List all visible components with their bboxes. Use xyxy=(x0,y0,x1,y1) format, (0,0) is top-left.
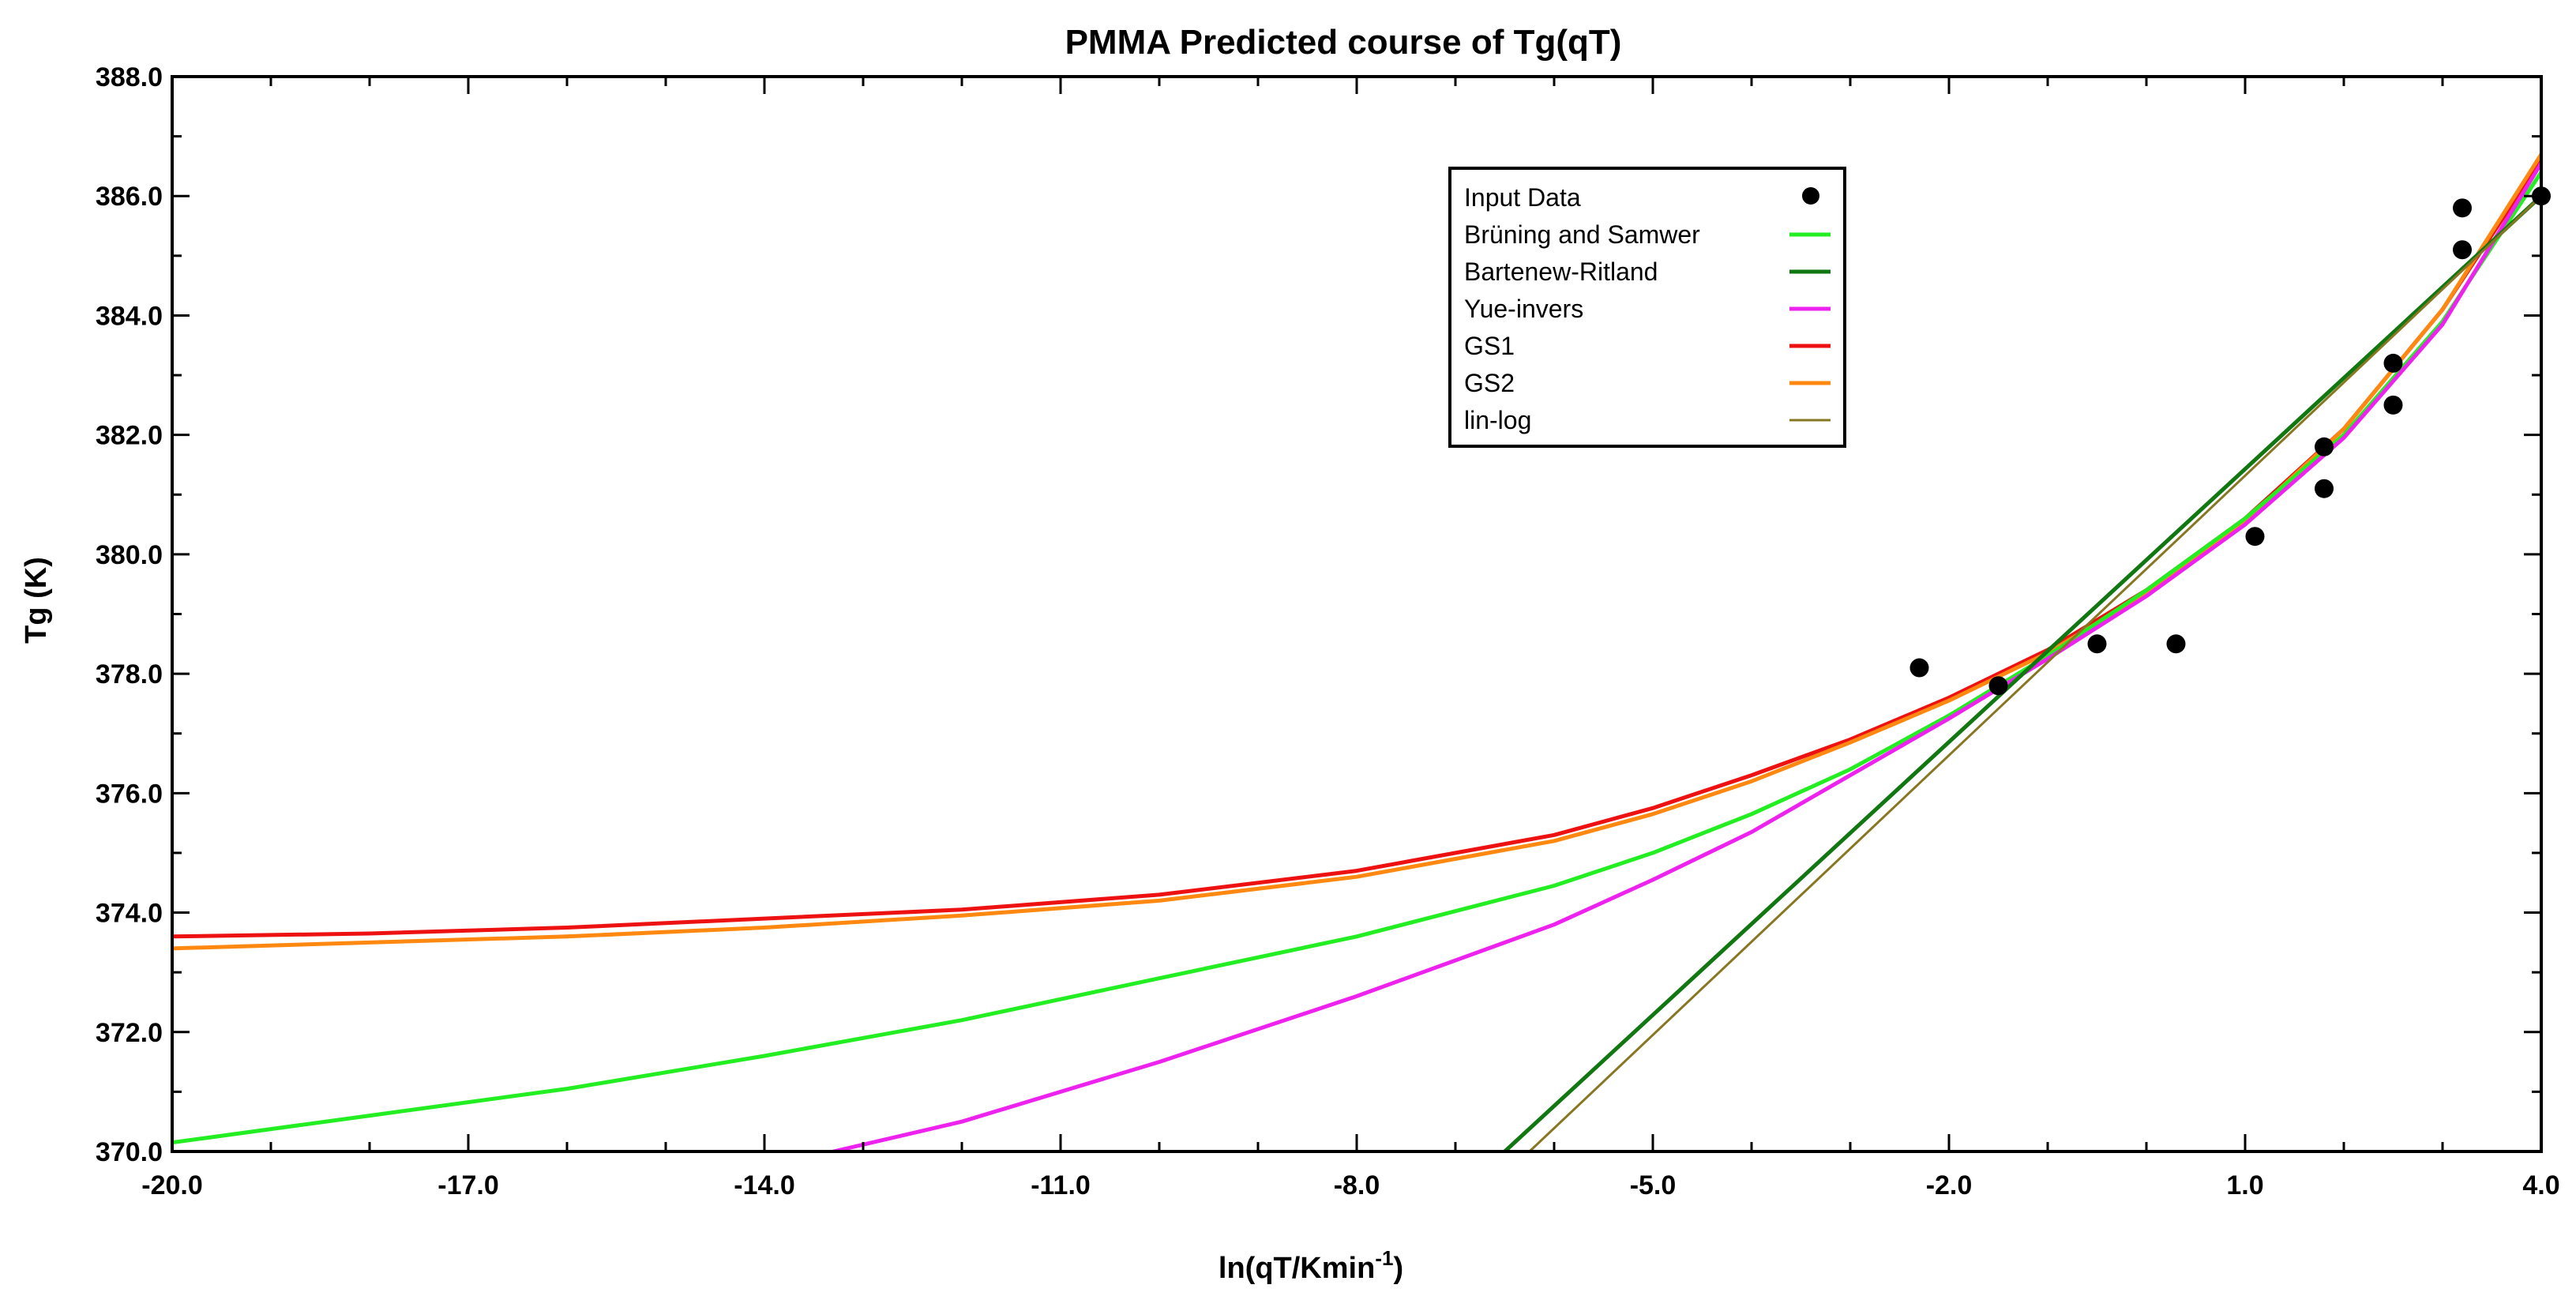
data-point xyxy=(2315,479,2334,498)
y-tick-label: 372.0 xyxy=(96,1018,163,1048)
input-data-points xyxy=(1909,186,2551,696)
x-tick-label: 1.0 xyxy=(2226,1170,2263,1200)
x-tick-label: -14.0 xyxy=(734,1170,795,1200)
y-tick-label: 384.0 xyxy=(96,301,163,331)
series-line-gs1 xyxy=(172,158,2541,939)
legend-label-gs1: GS1 xyxy=(1464,332,1515,360)
x-tick-label: -17.0 xyxy=(437,1170,499,1200)
legend-label-input-data: Input Data xyxy=(1464,183,1581,212)
y-tick-label: 388.0 xyxy=(96,62,163,92)
data-point xyxy=(2383,395,2403,415)
x-tick-label: -20.0 xyxy=(141,1170,203,1200)
legend: Input Data Brüning and Samwer Bartenew-Rit… xyxy=(1448,167,1846,448)
legend-swatch-input-data xyxy=(1802,187,1819,205)
data-point xyxy=(2245,527,2265,547)
y-tick-label: 386.0 xyxy=(96,182,163,212)
x-axis-label-main: ln(qT/Kmin xyxy=(1219,1252,1375,1285)
chart-title: PMMA Predicted course of Tg(qT) xyxy=(1065,23,1622,62)
legend-box xyxy=(1448,167,1846,448)
data-point xyxy=(1988,676,2008,696)
series-line-bartenew-ritland xyxy=(1503,193,2541,1151)
x-axis-label: ln(qT/Kmin-1) xyxy=(1219,1246,1403,1285)
x-tick-label: -8.0 xyxy=(1334,1170,1380,1200)
x-axis-label-superscript: -1 xyxy=(1375,1246,1393,1270)
y-tick-label: 370.0 xyxy=(96,1137,163,1167)
x-tick-label: -11.0 xyxy=(1031,1170,1091,1200)
x-tick-label: 4.0 xyxy=(2522,1170,2559,1200)
y-tick-label: 380.0 xyxy=(96,540,163,570)
series-line-gs2 xyxy=(172,152,2541,951)
y-tick-label: 376.0 xyxy=(96,779,163,809)
legend-label-bartenew-ritland: Bartenew-Ritland xyxy=(1464,257,1658,286)
data-point xyxy=(1909,658,1929,678)
x-tick-label: -2.0 xyxy=(1926,1170,1973,1200)
series-line-br-ning-and-samwer xyxy=(172,170,2541,1145)
data-point xyxy=(2087,634,2107,654)
data-point xyxy=(2315,437,2334,456)
y-tick-label: 378.0 xyxy=(96,659,163,689)
legend-label-br-ning-and-samwer: Brüning and Samwer xyxy=(1464,220,1700,249)
plot-frame xyxy=(171,75,2543,1153)
data-point xyxy=(2453,240,2472,260)
axes: -20.0 -17.0 -14.0 -11.0 -8.0 -5.0 -2.0 1.0 4.0 37… xyxy=(96,62,2560,1200)
series-line-yue-invers xyxy=(832,161,2541,1151)
data-point xyxy=(2166,634,2186,654)
plot-area xyxy=(172,152,2551,1151)
series-lines xyxy=(172,152,2541,1151)
data-point xyxy=(2383,353,2403,373)
y-tick-label: 382.0 xyxy=(96,421,163,451)
legend-label-yue-invers: Yue-invers xyxy=(1464,295,1583,323)
legend-label-gs2: GS2 xyxy=(1464,369,1515,397)
legend-label-lin-log: lin-log xyxy=(1464,406,1531,434)
y-axis-label: Tg (K) xyxy=(20,557,53,644)
series-line-lin-log xyxy=(1528,194,2541,1151)
data-point xyxy=(2453,198,2472,218)
x-axis-label-end: ) xyxy=(1393,1252,1403,1285)
x-tick-label: -5.0 xyxy=(1630,1170,1677,1200)
y-tick-label: 374.0 xyxy=(96,899,163,929)
